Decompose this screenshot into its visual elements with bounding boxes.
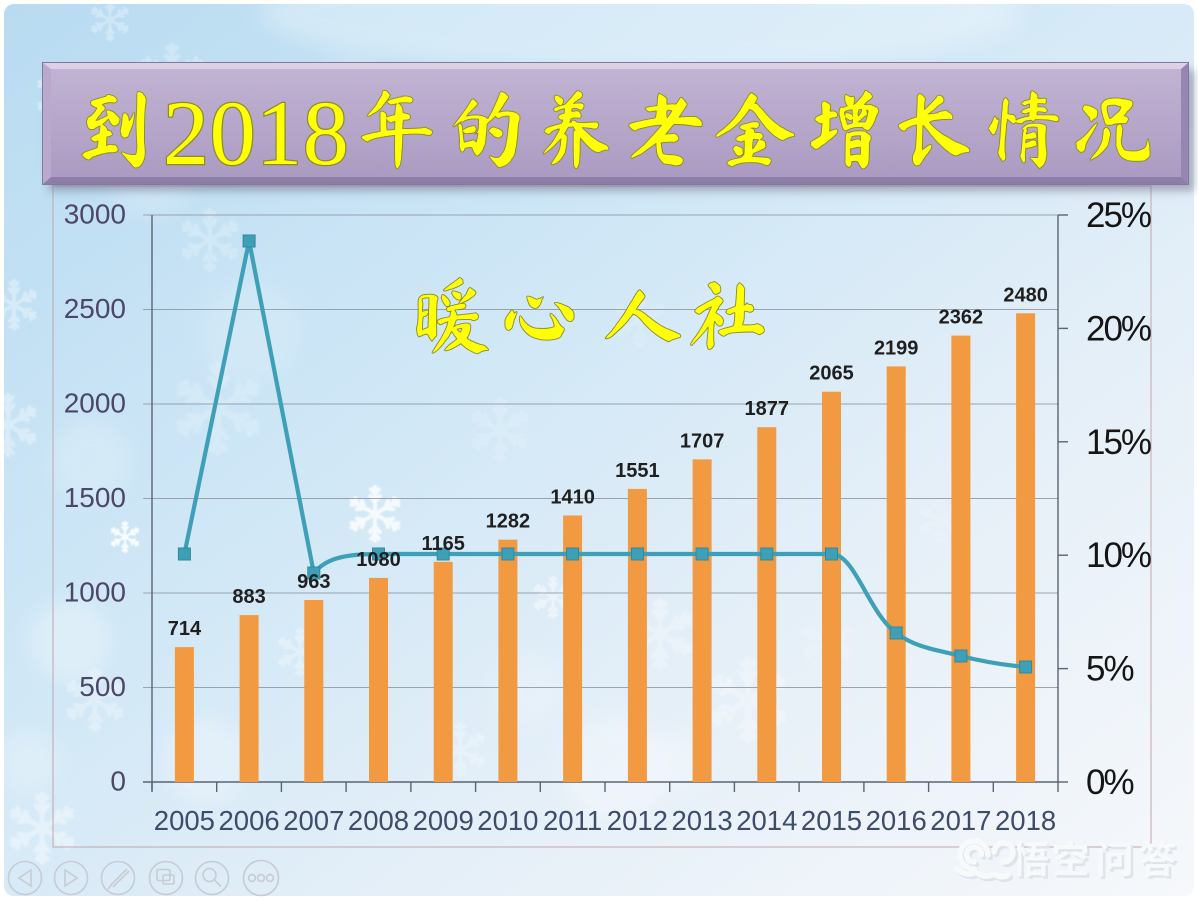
svg-text:500: 500 bbox=[79, 671, 126, 702]
svg-text:1282: 1282 bbox=[486, 511, 531, 533]
svg-text:2199: 2199 bbox=[874, 337, 919, 359]
svg-text:2018: 2018 bbox=[995, 805, 1056, 836]
svg-text:2007: 2007 bbox=[283, 805, 344, 836]
svg-text:2014: 2014 bbox=[736, 805, 797, 836]
svg-text:2012: 2012 bbox=[607, 805, 668, 836]
svg-text:2480: 2480 bbox=[1003, 284, 1048, 306]
svg-text:2016: 2016 bbox=[866, 805, 927, 836]
svg-text:2500: 2500 bbox=[64, 293, 126, 324]
svg-text:2000: 2000 bbox=[64, 388, 126, 419]
svg-text:20%: 20% bbox=[1086, 309, 1151, 348]
svg-text:1707: 1707 bbox=[680, 430, 725, 452]
svg-text:3000: 3000 bbox=[64, 199, 126, 230]
svg-text:25%: 25% bbox=[1086, 196, 1151, 235]
svg-text:963: 963 bbox=[297, 571, 330, 593]
svg-text:1080: 1080 bbox=[356, 549, 401, 571]
svg-text:0%: 0% bbox=[1086, 763, 1133, 802]
svg-text:2006: 2006 bbox=[219, 805, 280, 836]
svg-text:2017: 2017 bbox=[930, 805, 991, 836]
svg-text:2015: 2015 bbox=[801, 805, 862, 836]
svg-text:714: 714 bbox=[168, 618, 202, 640]
svg-text:1000: 1000 bbox=[64, 577, 126, 608]
svg-text:1410: 1410 bbox=[550, 487, 595, 509]
svg-text:1877: 1877 bbox=[745, 398, 790, 420]
svg-text:0: 0 bbox=[110, 766, 126, 797]
svg-text:2013: 2013 bbox=[672, 805, 733, 836]
svg-text:2009: 2009 bbox=[413, 805, 474, 836]
svg-text:2362: 2362 bbox=[939, 307, 984, 329]
svg-text:1500: 1500 bbox=[64, 482, 126, 513]
svg-text:2010: 2010 bbox=[477, 805, 538, 836]
svg-text:15%: 15% bbox=[1086, 423, 1151, 462]
svg-text:1551: 1551 bbox=[615, 460, 660, 482]
svg-text:883: 883 bbox=[232, 586, 265, 608]
svg-text:2065: 2065 bbox=[809, 363, 854, 385]
svg-text:2018: 2018 bbox=[163, 82, 349, 184]
svg-text:2008: 2008 bbox=[348, 805, 409, 836]
svg-text:2011: 2011 bbox=[543, 805, 602, 836]
svg-text:10%: 10% bbox=[1086, 536, 1151, 575]
svg-text:2005: 2005 bbox=[154, 805, 215, 836]
svg-text:1165: 1165 bbox=[422, 533, 465, 555]
svg-text:5%: 5% bbox=[1086, 650, 1133, 689]
